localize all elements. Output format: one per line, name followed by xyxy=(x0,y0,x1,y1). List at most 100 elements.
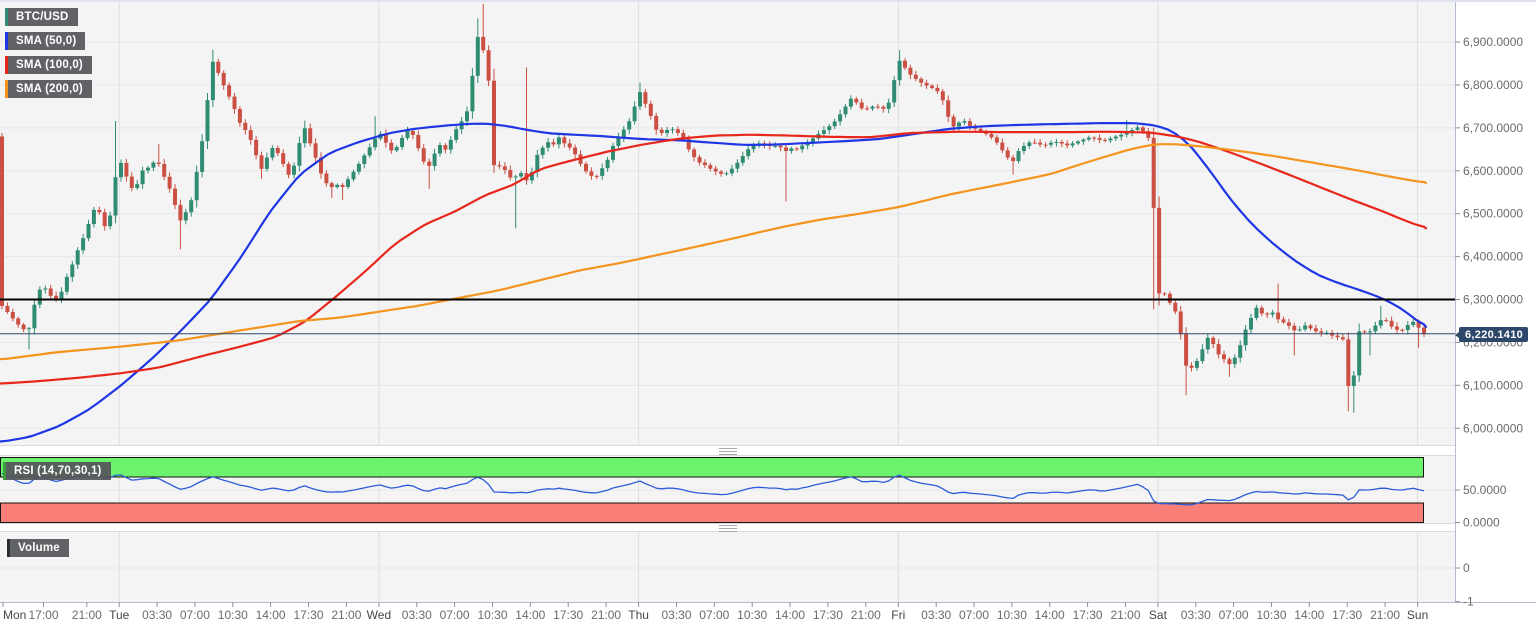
chart-rect xyxy=(232,96,237,109)
chart-rect xyxy=(205,100,210,142)
chart-rect xyxy=(329,183,334,188)
candle xyxy=(784,143,788,202)
chart-rect xyxy=(1368,331,1372,333)
chart-rect xyxy=(1395,326,1399,330)
candle xyxy=(654,112,659,135)
chart-rect xyxy=(1000,142,1005,151)
time-axis-label: Sun xyxy=(1407,608,1428,622)
candle xyxy=(32,299,37,335)
candle xyxy=(930,84,934,90)
chart-rect xyxy=(0,523,1455,532)
time-axis-label: Fri xyxy=(891,608,905,622)
chart-rect xyxy=(389,142,394,151)
candle xyxy=(173,183,177,210)
candle xyxy=(394,145,399,153)
candle xyxy=(1054,138,1059,147)
chart-rect xyxy=(1384,320,1389,322)
time-axis-label: 07:00 xyxy=(1219,608,1249,622)
chart-rect xyxy=(811,138,815,144)
candle xyxy=(37,286,42,309)
candle xyxy=(362,153,367,169)
chart-rect xyxy=(1146,131,1151,138)
time-axis-label: Thu xyxy=(628,608,649,622)
chart-rect xyxy=(448,139,453,150)
chart-rect xyxy=(1222,354,1226,360)
legend-sma50[interactable]: SMA (50,0) xyxy=(5,32,92,50)
chart-rect xyxy=(1065,143,1070,146)
candle xyxy=(1281,316,1286,324)
chart-rect xyxy=(1184,334,1189,366)
candle xyxy=(940,88,945,106)
volume-badge: Volume xyxy=(7,539,69,557)
candle xyxy=(886,98,891,114)
chart-rect xyxy=(335,184,340,188)
chart-rect xyxy=(0,136,4,306)
chart-rect xyxy=(1340,337,1345,340)
candle xyxy=(870,105,875,111)
chart-rect xyxy=(935,87,940,92)
candle xyxy=(340,182,345,200)
candle xyxy=(438,142,442,157)
candle xyxy=(27,326,31,350)
legend-sma100[interactable]: SMA (100,0) xyxy=(5,56,92,74)
candle xyxy=(335,183,340,189)
chart-rect xyxy=(1324,332,1329,334)
chart-rect xyxy=(1081,139,1086,142)
chart-rect xyxy=(313,143,318,158)
chart-rect xyxy=(913,74,918,79)
legend-symbol[interactable]: BTC/USD xyxy=(5,8,92,26)
candle xyxy=(946,95,951,123)
chart-rect xyxy=(1178,311,1183,335)
candle xyxy=(600,163,605,180)
time-axis-label: 17:30 xyxy=(1332,608,1362,622)
time-axis-label: 10:30 xyxy=(477,608,507,622)
candle xyxy=(86,219,91,242)
time-axis-label: 21:00 xyxy=(1370,608,1400,622)
chart-rect xyxy=(827,126,832,131)
candle xyxy=(1000,138,1005,154)
chart-rect xyxy=(470,75,475,112)
legend: BTC/USD SMA (50,0) SMA (100,0) SMA (200,… xyxy=(5,8,92,104)
time-axis-label: 17:30 xyxy=(293,608,323,622)
candle xyxy=(367,143,372,158)
candle xyxy=(416,130,421,152)
layer-horizontal-lines xyxy=(0,298,1455,335)
chart-rect xyxy=(427,161,432,166)
axis-tick-label: 0 xyxy=(1463,561,1470,575)
volume-legend[interactable]: Volume xyxy=(7,538,69,557)
chart-rect xyxy=(648,103,653,116)
chart-rect xyxy=(778,145,783,148)
chart-rect xyxy=(794,148,799,150)
legend-sma200[interactable]: SMA (200,0) xyxy=(5,80,92,98)
rsi-badge: RSI (14,70,30,1) xyxy=(3,462,111,480)
candle xyxy=(1249,313,1253,334)
panel-resize-handle-2[interactable] xyxy=(719,525,737,532)
candle xyxy=(1227,357,1232,377)
candle xyxy=(1119,132,1124,141)
sma-line-500 xyxy=(0,121,1428,443)
axis-tick-label: 6,700.0000 xyxy=(1463,121,1523,135)
chart-rect xyxy=(729,168,734,174)
candle xyxy=(1297,326,1302,332)
chart-rect xyxy=(665,129,670,133)
chart-rect xyxy=(1011,157,1016,162)
candle xyxy=(1189,362,1194,372)
chart-rect xyxy=(454,129,459,140)
chart-rect xyxy=(183,212,188,221)
candle xyxy=(729,164,734,177)
time-axis-label: 21:00 xyxy=(1110,608,1140,622)
candle xyxy=(1389,316,1394,329)
chart-rect xyxy=(1292,325,1297,331)
time-axis-label: 14:00 xyxy=(775,608,805,622)
candle xyxy=(292,162,296,179)
rsi-legend[interactable]: RSI (14,70,30,1) xyxy=(3,461,111,480)
chart-rect xyxy=(1076,141,1080,144)
chart-rect xyxy=(719,171,724,174)
panel-resize-handle-1[interactable] xyxy=(719,448,737,455)
candle xyxy=(1086,135,1091,142)
chart-rect xyxy=(1259,307,1264,314)
candle xyxy=(621,126,626,143)
candle xyxy=(178,199,183,250)
